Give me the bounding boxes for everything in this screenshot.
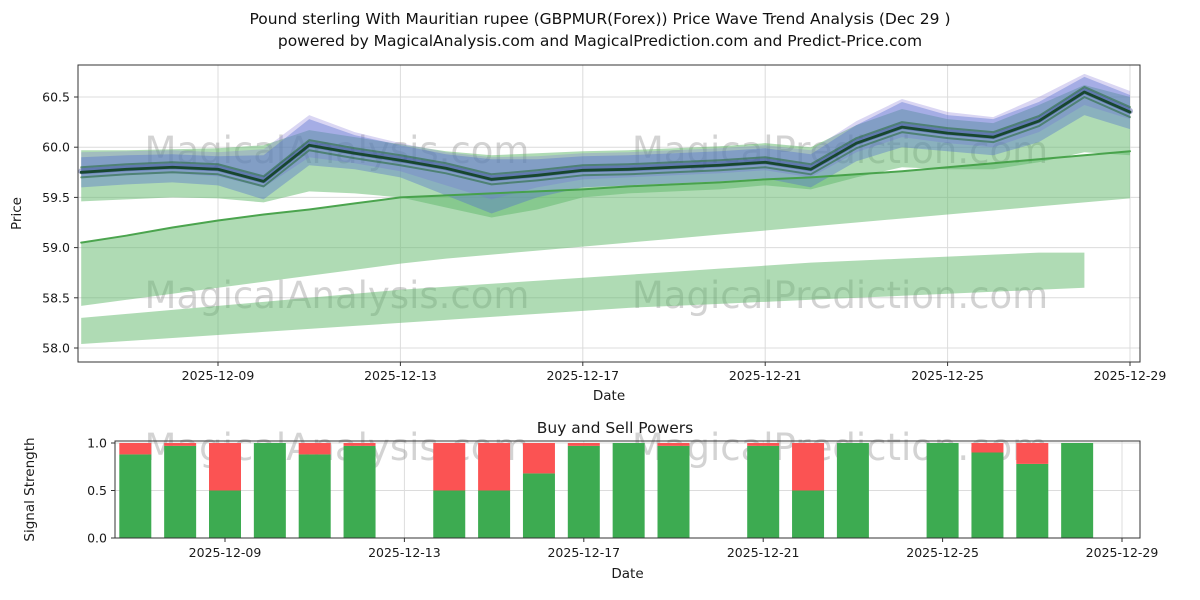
sell-power-bar xyxy=(567,443,600,446)
buy-power-bar xyxy=(792,490,825,538)
price-x-tick-label: 2025-12-17 xyxy=(546,368,619,383)
watermark-text: MagicalAnalysis.com xyxy=(145,426,530,469)
buy-power-bar xyxy=(612,443,645,538)
price-chart-frame xyxy=(77,64,1141,363)
buy-power-bar xyxy=(478,490,511,538)
sell-power-bar xyxy=(971,443,1004,453)
price-y-tick-label: 60.0 xyxy=(42,140,70,155)
signal-x-tick-label: 2025-12-13 xyxy=(368,545,441,560)
buy-power-bar xyxy=(1061,443,1094,538)
middle-green-band xyxy=(81,151,1131,306)
signal-x-tick-label: 2025-12-25 xyxy=(906,545,979,560)
price-x-tick-label: 2025-12-29 xyxy=(1094,368,1167,383)
signal-y-tick-label: 1.0 xyxy=(87,436,107,451)
buy-power-bar xyxy=(971,452,1004,538)
price-x-tick-label: 2025-12-25 xyxy=(911,368,984,383)
buy-power-bar xyxy=(433,490,466,538)
price-y-tick-label: 59.0 xyxy=(42,240,70,255)
sell-power-bar xyxy=(1016,443,1049,464)
price-y-tick-label: 58.0 xyxy=(42,341,70,356)
sell-power-bar xyxy=(792,443,825,491)
signal-x-tick-label: 2025-12-21 xyxy=(727,545,800,560)
price-ylabel: Price xyxy=(9,197,25,230)
signal-x-tick-label: 2025-12-09 xyxy=(189,545,262,560)
price-x-tick-label: 2025-12-13 xyxy=(364,368,437,383)
buy-power-bar xyxy=(747,445,780,538)
price-x-tick-label: 2025-12-09 xyxy=(182,368,255,383)
price-fuzz-upper-line xyxy=(80,85,1131,178)
buy-power-bar xyxy=(926,443,959,538)
price-line xyxy=(79,90,1132,183)
buy-power-bar xyxy=(209,490,241,538)
signal-y-tick-label: 0.5 xyxy=(87,483,107,498)
figure-title: Pound sterling With Mauritian rupee (GBP… xyxy=(249,10,951,28)
signal-y-tick-label: 0.0 xyxy=(87,531,107,546)
sell-power-bar xyxy=(657,443,690,446)
signal-xlabel: Date xyxy=(611,566,643,582)
buy-power-bar xyxy=(522,473,555,538)
sell-power-bar xyxy=(298,443,331,455)
signal-ylabel: Signal Strength xyxy=(22,437,38,541)
sell-power-bar xyxy=(164,443,197,446)
support-trend-line xyxy=(80,150,1131,244)
upper-green-band xyxy=(81,84,1131,218)
price-fuzz-lower-line xyxy=(80,96,1131,188)
lower-green-band xyxy=(81,252,1085,344)
price-xlabel: Date xyxy=(593,388,625,404)
figure-title-block: Pound sterling With Mauritian rupee (GBP… xyxy=(0,8,1200,52)
price-y-tick-label: 58.5 xyxy=(42,290,70,305)
buy-power-bar xyxy=(343,445,376,538)
signal-chart-title: Buy and Sell Powers xyxy=(537,419,694,437)
sell-power-bar xyxy=(433,443,466,491)
tick-marks xyxy=(74,96,1131,542)
price-x-tick-label: 2025-12-21 xyxy=(729,368,802,383)
buy-power-bar xyxy=(298,454,331,538)
buy-power-bar xyxy=(567,445,600,538)
sell-power-bar xyxy=(522,443,555,474)
signal-x-tick-label: 2025-12-29 xyxy=(1086,545,1159,560)
price-y-tick-label: 59.5 xyxy=(42,190,70,205)
buy-power-bar xyxy=(253,443,286,538)
buy-power-bar xyxy=(164,445,197,538)
figure-subtitle: powered by MagicalAnalysis.com and Magic… xyxy=(277,32,923,50)
sell-power-bar xyxy=(119,443,152,455)
sell-power-bar xyxy=(343,443,376,446)
buy-power-bar xyxy=(1016,463,1049,538)
buy-power-bar xyxy=(836,443,869,538)
buy-power-bar xyxy=(657,445,690,538)
sell-power-bar xyxy=(478,443,511,491)
sell-power-bar xyxy=(209,443,241,491)
sell-power-bar xyxy=(747,443,780,446)
price-y-tick-label: 60.5 xyxy=(42,90,70,105)
signal-chart-frame xyxy=(114,440,1141,539)
buy-power-bar xyxy=(119,454,152,538)
signal-x-tick-label: 2025-12-17 xyxy=(547,545,620,560)
blue-forecast-band xyxy=(81,76,1131,214)
